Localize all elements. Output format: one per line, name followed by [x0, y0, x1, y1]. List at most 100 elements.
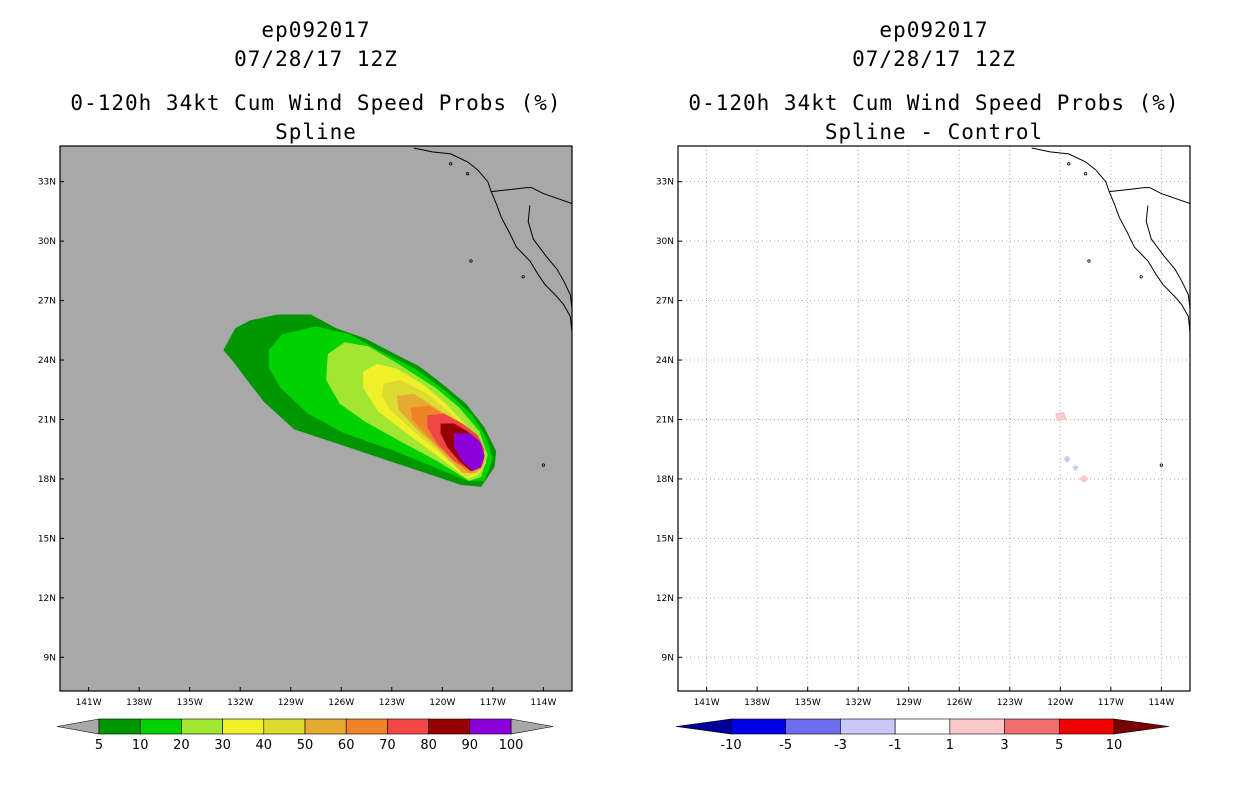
- colorbar-label: 70: [379, 738, 396, 753]
- x-tick-label: 126W: [946, 698, 972, 708]
- colorbar-swatch: [1004, 718, 1060, 735]
- x-tick-label: 129W: [896, 698, 922, 708]
- colorbar-swatch: [1058, 718, 1115, 735]
- y-tick-label: 27N: [656, 297, 674, 307]
- coastline-gulf: [1145, 205, 1190, 309]
- island: [1139, 275, 1143, 279]
- colorbar-swatch: [894, 718, 951, 735]
- storm-id: ep092017: [879, 18, 989, 42]
- colorbar-label: -10: [720, 738, 741, 753]
- colorbar-label: 20: [173, 738, 190, 753]
- coastline: [413, 147, 572, 349]
- colorbar-swatch: [949, 718, 1005, 735]
- x-tick-label: 141W: [694, 698, 720, 708]
- colorbar: -10 -5 -3 -1 1 3 5 10: [675, 718, 1170, 753]
- product-title: 0-120h 34kt Cum Wind Speed Probs (%): [70, 91, 562, 115]
- x-tick-label: 114W: [1148, 698, 1174, 708]
- y-tick-label: 27N: [38, 297, 56, 307]
- colorbar-label: 3: [1000, 738, 1008, 753]
- y-tick-label: 21N: [656, 415, 674, 425]
- contour-1: [1055, 411, 1068, 422]
- colorbar-swatch: [345, 718, 388, 735]
- island: [541, 463, 545, 467]
- contour-minus1: [1063, 455, 1071, 464]
- colorbar-label: 80: [420, 738, 437, 753]
- x-tick-label: 129W: [278, 698, 304, 708]
- y-tick-label: 15N: [656, 534, 674, 544]
- x-tick-label: 126W: [328, 698, 354, 708]
- x-tick-label: 117W: [480, 698, 506, 708]
- island: [465, 172, 470, 176]
- colorbar-low-arrow: [56, 718, 100, 735]
- island: [1159, 463, 1163, 467]
- panel-right: 141W 138W 135W 132W 129W 126W 123W 120W 117W 114W…: [656, 145, 1191, 753]
- colorbar-label: 30: [214, 738, 231, 753]
- colorbar-swatch: [181, 718, 223, 735]
- y-tick-label: 24N: [38, 356, 56, 366]
- country-border: [1109, 187, 1190, 204]
- colorbar-swatch: [428, 718, 471, 735]
- forecast-time: 07/28/17 12Z: [852, 47, 1016, 71]
- y-tick-label: 18N: [38, 475, 56, 485]
- x-tick-label: 135W: [177, 698, 203, 708]
- colorbar-high-arrow: [510, 718, 554, 735]
- colorbar-label: 5: [1055, 738, 1063, 753]
- y-tick-label: 33N: [38, 178, 56, 188]
- y-tick-label: 30N: [38, 237, 56, 247]
- x-tick-label: 138W: [744, 698, 770, 708]
- colorbar-swatch: [304, 718, 347, 735]
- colorbar-label: 1: [946, 738, 954, 753]
- panel-subtitle: Spline: [275, 120, 357, 144]
- colorbar-swatch: [263, 718, 306, 735]
- y-tick-label: 12N: [656, 594, 674, 604]
- colorbar-label: 50: [297, 738, 314, 753]
- x-tick-label: 135W: [795, 698, 821, 708]
- plot-background: [678, 146, 1190, 691]
- colorbar-swatch: [98, 718, 141, 735]
- x-tick-label: 120W: [1047, 698, 1073, 708]
- colorbar-swatch: [469, 718, 512, 735]
- colorbar-label: 100: [499, 738, 524, 753]
- plot-frame: [59, 145, 573, 692]
- colorbar-label: -3: [834, 738, 847, 753]
- plot-area: [223, 147, 572, 487]
- colorbar-swatch: [785, 718, 841, 735]
- colorbar-label: -5: [779, 738, 792, 753]
- panel-subtitle: Spline - Control: [824, 120, 1044, 144]
- plot-area: [678, 146, 1190, 691]
- colorbar-label: 90: [462, 738, 479, 753]
- x-tick-label: 138W: [126, 698, 152, 708]
- island: [521, 275, 525, 279]
- island: [1067, 162, 1071, 166]
- plot-frame: [677, 145, 1191, 692]
- x-tick-label: 141W: [76, 698, 102, 708]
- product-title: 0-120h 34kt Cum Wind Speed Probs (%): [688, 91, 1180, 115]
- y-tick-label: 18N: [656, 475, 674, 485]
- y-tick-label: 9N: [44, 653, 56, 663]
- colorbar-swatch: [139, 718, 182, 735]
- y-tick-label: 33N: [656, 178, 674, 188]
- colorbar-swatch: [222, 718, 265, 735]
- y-tick-label: 30N: [656, 237, 674, 247]
- coastline-gulf: [527, 205, 572, 309]
- x-tick-label: 123W: [379, 698, 405, 708]
- contour-90: [454, 433, 485, 471]
- colorbar-label: 60: [338, 738, 355, 753]
- island: [1083, 172, 1088, 176]
- contour-1: [1078, 475, 1089, 483]
- colorbar-label: 40: [256, 738, 273, 753]
- forecast-time: 07/28/17 12Z: [234, 47, 398, 71]
- y-tick-label: 15N: [38, 534, 56, 544]
- colorbar-low-arrow: [675, 718, 732, 735]
- x-tick-label: 132W: [227, 698, 253, 708]
- contour-minus1: [1072, 465, 1079, 471]
- x-tick-label: 117W: [1098, 698, 1124, 708]
- storm-id: ep092017: [261, 18, 371, 42]
- y-tick-label: 12N: [38, 594, 56, 604]
- colorbar-swatch: [387, 718, 429, 735]
- colorbar-label: -1: [889, 738, 902, 753]
- x-tick-label: 123W: [997, 698, 1023, 708]
- island: [449, 162, 453, 166]
- colorbar-high-arrow: [1113, 718, 1170, 735]
